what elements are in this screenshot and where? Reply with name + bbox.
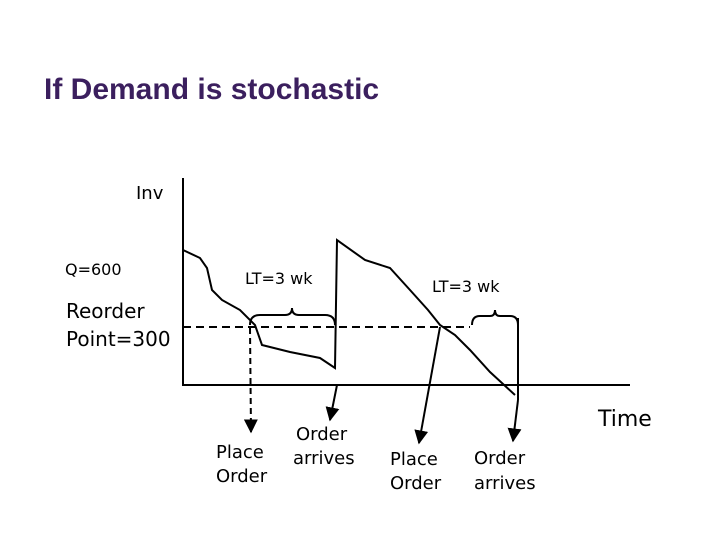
q-label: Q=600 <box>65 260 122 279</box>
lead-time-label: LT=3 wk <box>432 277 500 296</box>
event-arrow <box>325 384 340 422</box>
event-label: arrives <box>474 473 536 494</box>
reorder-label: Reorder <box>66 299 145 323</box>
event-label: Place <box>216 442 264 463</box>
y-axis-label: Inv <box>136 183 164 204</box>
event-arrow <box>243 327 258 434</box>
x-axis-label: Time <box>597 407 652 432</box>
event-label: arrives <box>293 448 355 469</box>
event-label: Order <box>474 448 526 469</box>
inventory-curve <box>182 238 516 396</box>
event-label: Order <box>296 424 348 445</box>
reorder-label: Point=300 <box>66 327 171 351</box>
event-label: Order <box>390 473 442 494</box>
title: If Demand is stochastic <box>44 73 379 106</box>
event-label: Place <box>390 449 438 470</box>
event-label: Order <box>216 466 268 487</box>
event-arrow <box>414 326 441 445</box>
brace <box>471 309 519 326</box>
brace <box>249 307 336 326</box>
lead-time-label: LT=3 wk <box>245 269 313 288</box>
event-arrow <box>507 399 522 443</box>
